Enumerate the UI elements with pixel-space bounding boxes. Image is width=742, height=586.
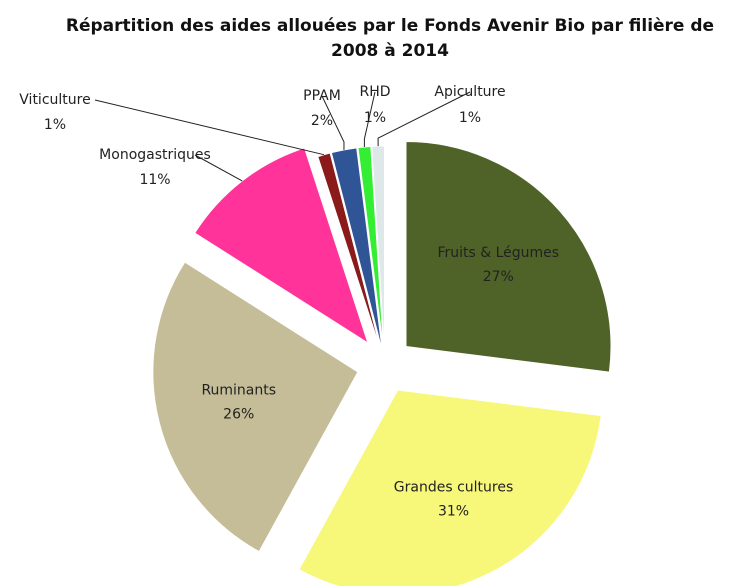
slice-label: Grandes cultures [394, 480, 513, 496]
leader-line [363, 91, 376, 147]
leader-line [94, 99, 325, 156]
slice-label: Viticulture [19, 92, 90, 108]
leader-line [377, 91, 471, 147]
slice-value-label: 11% [139, 172, 170, 188]
pie-slice [357, 145, 385, 352]
slice-label: RHD [359, 84, 390, 100]
slice-label: Apiculture [434, 84, 505, 100]
slice-value-label: 31% [438, 504, 469, 520]
slice-value-label: 1% [44, 117, 66, 133]
slice-value-label: 27% [483, 269, 514, 285]
slice-value-label: 1% [459, 110, 481, 126]
leader-line [321, 95, 345, 150]
pie-slice [298, 389, 602, 586]
pie-slice [152, 261, 359, 553]
leader-line [194, 154, 243, 182]
slice-label: Ruminants [201, 383, 276, 399]
slice-value-label: 1% [364, 110, 386, 126]
chart-title: Répartition des aides allouées par le Fo… [65, 16, 715, 61]
slice-label: Monogastriques [99, 147, 211, 163]
pie-slice [405, 140, 612, 373]
slice-label: Fruits & Légumes [437, 245, 559, 261]
slice-value-label: 2% [311, 113, 333, 129]
slice-value-label: 26% [223, 407, 254, 423]
pie-slice [317, 152, 382, 352]
slice-label: PPAM [303, 88, 341, 104]
